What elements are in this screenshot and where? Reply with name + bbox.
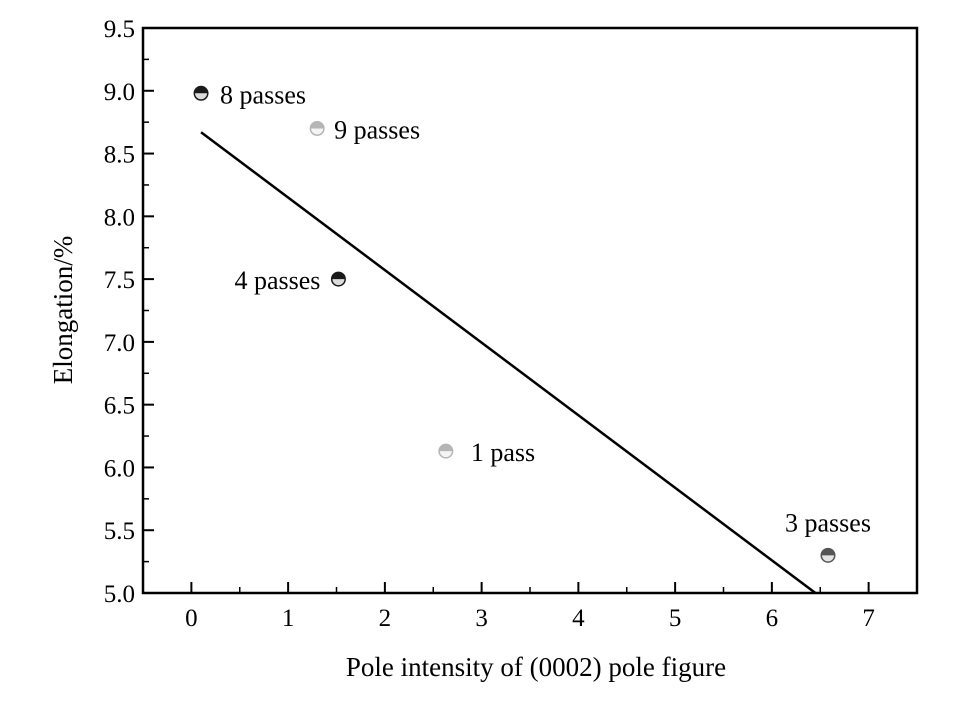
y-tick-label: 5.0: [104, 581, 135, 608]
point-label: 4 passes: [234, 266, 320, 295]
point-label: 1 pass: [471, 438, 535, 467]
plot-frame: [141, 26, 919, 595]
y-tick-label: 9.5: [104, 16, 135, 43]
point-label: 8 passes: [220, 80, 306, 109]
y-tick-label: 5.5: [104, 518, 135, 545]
y-tick-label: 8.0: [104, 204, 135, 231]
y-tick-label: 7.0: [104, 330, 135, 357]
y-tick-label: 8.5: [104, 142, 135, 169]
point-label: 3 passes: [785, 508, 871, 537]
y-tick-label: 7.5: [104, 267, 135, 294]
x-axis-title: Pole intensity of (0002) pole figure: [346, 652, 726, 682]
fit-line-group: [200, 131, 817, 594]
x-tick-label: 2: [379, 605, 392, 632]
x-tick-label: 4: [572, 605, 585, 632]
y-tick-label: 6.0: [104, 455, 135, 482]
x-tick-label: 3: [475, 605, 488, 632]
point-label: 9 passes: [334, 115, 420, 144]
data-point-highlight: [821, 555, 834, 562]
data-point-highlight: [332, 279, 345, 286]
axis-ticks: 0 1 2 3 4 5 6 7 5.0 5.5 6.0 6.5 7.0 7.5 8.0 8.5 9.0 9.5: [104, 16, 918, 632]
x-tick-label: 1: [282, 605, 295, 632]
data-point-highlight: [195, 93, 208, 100]
x-tick-label: 5: [669, 605, 682, 632]
data-point-highlight: [439, 451, 452, 458]
y-axis-title: Elongation/%: [48, 236, 78, 384]
point-labels: 8 passes 9 passes 4 passes 1 pass 3 passes: [220, 80, 871, 537]
x-tick-label: 7: [862, 605, 875, 632]
y-tick-label: 6.5: [104, 393, 135, 420]
data-points: [193, 85, 836, 563]
fit-line: [200, 131, 817, 594]
y-tick-label: 9.0: [104, 79, 135, 106]
x-tick-label: 0: [185, 605, 198, 632]
x-tick-label: 6: [766, 605, 779, 632]
data-point-highlight: [311, 128, 324, 135]
